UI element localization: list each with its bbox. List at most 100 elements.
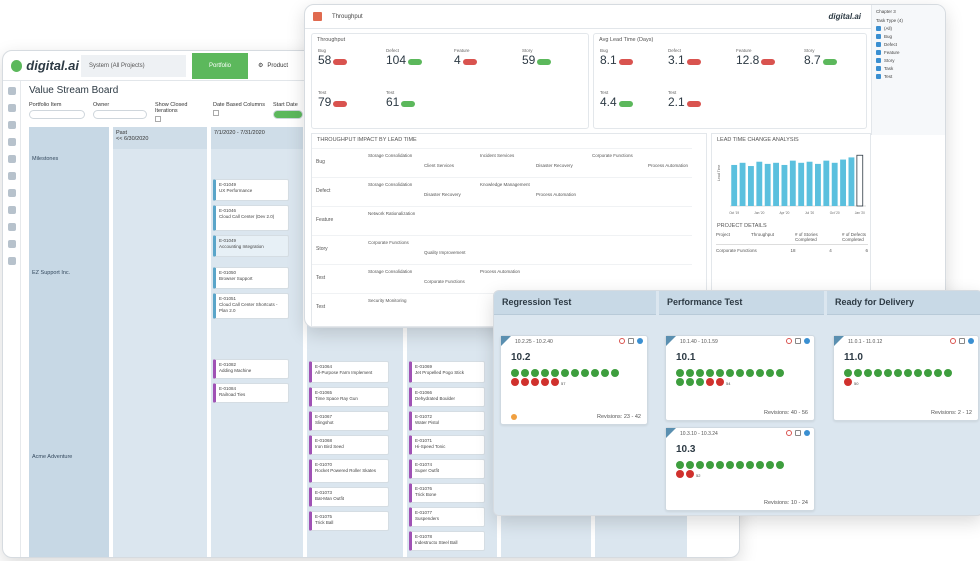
settings-icon[interactable] [637,338,643,344]
epic-card[interactable]: E-01046 Cloud Call Center (Dev 2.0) [213,205,289,231]
epic-card[interactable]: E-01078 Indestructo Steel Ball [409,531,485,551]
document-icon[interactable] [795,430,801,436]
filter-option[interactable]: Bug [876,34,941,39]
epic-card[interactable]: E-01049 UX Performance [213,179,289,201]
epic-card[interactable]: E-01050 Browser Support [213,267,289,289]
metric-tile[interactable]: Story 59 [522,48,588,67]
epic-card[interactable]: E-01051 Cloud Call Center Shortcuts - Pla… [213,293,289,319]
chart-bar[interactable] [731,164,738,206]
impact-annotation[interactable]: Disaster Recovery [536,163,573,168]
metric-tile[interactable]: Feature 4 [454,48,520,67]
epic-card[interactable]: E-01072 Water Pistol [409,411,485,431]
settings-icon[interactable] [804,338,810,344]
chart-bar[interactable] [739,162,746,206]
impact-annotation[interactable]: Process Automation [536,192,577,197]
metric-tile[interactable]: Test 2.1 [668,90,734,109]
epic-card[interactable]: E-01067 Slingshot [309,411,389,431]
board-icon[interactable] [7,155,16,163]
activity-icon[interactable] [7,138,16,146]
metric-tile[interactable]: Test 61 [386,90,452,109]
owner-input[interactable] [93,110,147,119]
chart-bar[interactable] [748,166,754,206]
digital-ai-logo[interactable]: digital.ai [3,58,79,73]
document-icon[interactable] [628,338,634,344]
chart-bar[interactable] [773,162,779,206]
chart-bar[interactable] [815,163,821,206]
globe-icon[interactable] [7,189,16,197]
stop-icon[interactable] [950,338,956,344]
impact-annotation[interactable]: Security Monitoring [368,298,407,303]
date-based-checkbox[interactable] [213,110,219,116]
metric-tile[interactable]: Defect 104 [386,48,452,67]
chart-bar[interactable] [823,160,830,206]
metric-tile[interactable]: Bug 58 [318,48,384,67]
stop-icon[interactable] [786,430,792,436]
star-icon[interactable] [7,104,16,112]
epic-card[interactable]: E-01076 Trick Bone [409,483,485,503]
epic-card[interactable]: E-01070 Rocket Powered Roller Skates [309,459,389,483]
chart-bar[interactable] [789,160,796,206]
document-icon[interactable] [959,338,965,344]
portfolio-item-input[interactable] [29,110,85,119]
epic-card[interactable]: E-01084 Railroad Ties [213,383,289,403]
impact-annotation[interactable]: Storage Consolidation [368,269,413,274]
impact-annotation[interactable]: Storage Consolidation [368,182,413,187]
settings-icon[interactable] [804,430,810,436]
chart-bar[interactable] [781,164,788,206]
build-card[interactable]: 10.3.10 - 10.3.24 10.3 52 Revisions: 10 - 2… [665,427,815,511]
filter-option[interactable]: Defect [876,42,941,47]
settings-icon[interactable] [968,338,974,344]
impact-annotation[interactable]: Quality Improvement [424,250,466,255]
build-card[interactable]: 11.0.1 - 11.0.12 11.0 50 Revisions: 2 - 12 [833,335,979,421]
chart-bar[interactable] [798,162,805,206]
metric-tile[interactable]: Feature 12.8 [736,48,802,67]
epic-card[interactable]: E-01071 Hi-Speed Tonic [409,435,485,455]
impact-annotation[interactable]: Client Services [424,163,455,168]
filter-option[interactable]: Test [876,74,941,79]
metric-tile[interactable]: Bug 8.1 [600,48,666,67]
chart-bar[interactable] [806,161,813,206]
chart-bar[interactable] [764,163,771,206]
chart-bar[interactable] [848,157,855,206]
chart-bar[interactable] [756,161,763,206]
stop-icon[interactable] [786,338,792,344]
grid-icon[interactable] [313,12,322,21]
filter-option[interactable]: Task [876,66,941,71]
epic-card[interactable]: E-01068 Iron Bird Seed [309,435,389,455]
build-card[interactable]: 10.1.40 - 10.1.59 10.1 54 Revisions: 40 - 5… [665,335,815,421]
epic-card[interactable]: E-01065 Time Space Ray Gun [309,387,389,407]
epic-card[interactable]: E-01077 Suspenders [409,507,485,527]
metric-tile[interactable]: Test 4.4 [600,90,666,109]
search-icon[interactable] [7,121,16,129]
settings-icon[interactable] [7,206,16,214]
epic-card[interactable]: E-01064 All-Purpose Farm Implement [309,361,389,383]
metric-tile[interactable]: Defect 3.1 [668,48,734,67]
chart-bar[interactable] [840,159,846,206]
epic-card[interactable]: E-01049 Accounting Integration [213,235,289,257]
build-card[interactable]: 10.2.25 - 10.2.40 10.2 57 Revisions: 23 - 4… [500,335,648,425]
table-row[interactable]: Corporate Functions 18 4 6 [716,245,868,253]
filter-option[interactable]: Feature [876,50,941,55]
epic-card[interactable]: E-01075 Trick Ball [309,511,389,531]
gear-icon[interactable] [7,257,16,265]
impact-annotation[interactable]: Corporate Functions [368,240,409,245]
metric-tile[interactable]: Test 79 [318,90,384,109]
impact-annotation[interactable]: Process Automation [648,163,689,168]
epic-card[interactable]: E-01073 Bat-Man Outfit [309,487,389,507]
pin-icon[interactable] [7,240,16,248]
filter-option[interactable]: Story [876,58,941,63]
show-closed-checkbox[interactable] [155,116,161,122]
epic-card[interactable]: E-01074 Super Outfit [409,459,485,479]
epic-card[interactable]: E-01069 Jet Propelled Pogo Stick [409,361,485,383]
stop-icon[interactable] [619,338,625,344]
impact-annotation[interactable]: Corporate Functions [424,279,465,284]
impact-annotation[interactable]: Network Rationalization [368,211,416,216]
epic-card[interactable]: E-01082 Adding Machine [213,359,289,379]
metric-tile[interactable]: Story 8.7 [804,48,870,67]
system-selector[interactable]: System (All Projects) [81,54,186,77]
impact-annotation[interactable]: Disaster Recovery [424,192,461,197]
people-icon[interactable] [7,172,16,180]
filter-option[interactable]: (All) [876,26,941,31]
chart-icon[interactable] [7,223,16,231]
chart-bar[interactable] [856,154,864,207]
